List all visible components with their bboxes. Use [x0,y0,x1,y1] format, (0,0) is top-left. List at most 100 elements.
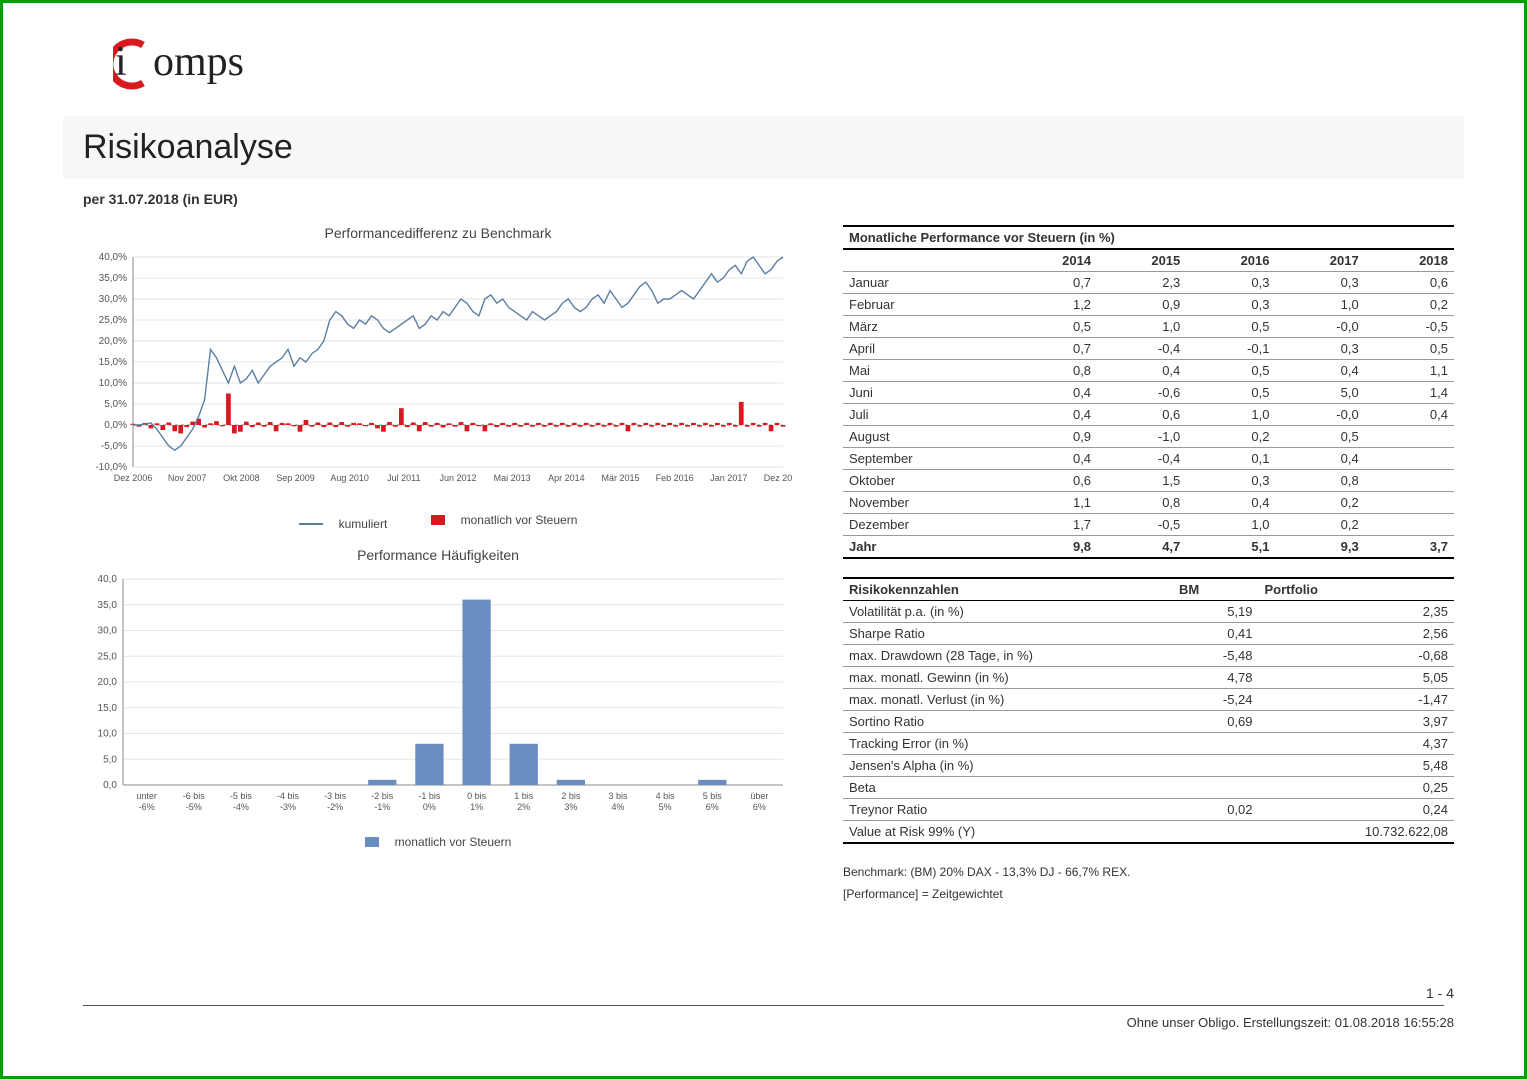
svg-text:omps: omps [153,39,244,85]
svg-text:5,0: 5,0 [103,754,117,765]
table-row: Dezember1,7-0,51,00,2 [843,514,1454,536]
table-row: Sortino Ratio0,693,97 [843,711,1454,733]
svg-text:-2 bis: -2 bis [371,791,394,801]
svg-text:Jan 2017: Jan 2017 [710,473,747,483]
svg-text:Jul 2011: Jul 2011 [387,473,420,483]
svg-text:1 bis: 1 bis [514,791,534,801]
svg-text:-3%: -3% [280,802,296,812]
svg-text:6%: 6% [706,802,719,812]
table-row: max. Drawdown (28 Tage, in %)-5,48-0,68 [843,645,1454,667]
svg-text:Feb 2016: Feb 2016 [656,473,694,483]
histogram-chart: Performance Häufigkeiten 0,05,010,015,02… [73,547,803,850]
svg-text:über: über [750,791,768,801]
tables-column: Monatliche Performance vor Steuern (in %… [833,225,1454,905]
svg-text:-5%: -5% [186,802,202,812]
page-frame: i omps Risikoanalyse per 31.07.2018 (in … [0,0,1527,1079]
title-band: Risikoanalyse [63,116,1464,179]
table-row: Sharpe Ratio0,412,56 [843,623,1454,645]
svg-text:40,0: 40,0 [98,574,118,585]
footnotes: Benchmark: (BM) 20% DAX - 13,3% DJ - 66,… [843,862,1454,905]
table-row: Beta0,25 [843,777,1454,799]
svg-text:unter: unter [136,791,157,801]
svg-text:2%: 2% [517,802,530,812]
table-row: April0,7-0,4-0,10,30,5 [843,338,1454,360]
svg-text:-1 bis: -1 bis [418,791,441,801]
svg-text:Jun 2012: Jun 2012 [439,473,476,483]
benchmark-note: Benchmark: (BM) 20% DAX - 13,3% DJ - 66,… [843,862,1454,884]
table-row: Juli0,40,61,0-0,00,4 [843,404,1454,426]
svg-text:2 bis: 2 bis [561,791,581,801]
table-row: Volatilität p.a. (in %)5,192,35 [843,601,1454,623]
page-title: Risikoanalyse [83,128,1444,167]
table-row: August0,9-1,00,20,5 [843,426,1454,448]
svg-text:20,0%: 20,0% [99,336,127,347]
monthly-performance-table: Monatliche Performance vor Steuern (in %… [843,225,1454,559]
svg-text:10,0: 10,0 [98,729,118,740]
subtitle: per 31.07.2018 (in EUR) [63,185,1464,225]
footer-rule [83,1005,1444,1006]
table-row: Januar0,72,30,30,30,6 [843,272,1454,294]
table-row: November1,10,80,40,2 [843,492,1454,514]
svg-text:5%: 5% [659,802,672,812]
svg-text:0 bis: 0 bis [467,791,487,801]
svg-text:Dez 2006: Dez 2006 [114,473,153,483]
table-row: Treynor Ratio0,020,24 [843,799,1454,821]
svg-text:-4%: -4% [233,802,249,812]
page-number: 1 - 4 [1426,985,1454,1001]
risk-metrics-table: Risikokennzahlen BM Portfolio Volatilitä… [843,577,1454,844]
svg-text:1%: 1% [470,802,483,812]
charts-column: Performancedifferenz zu Benchmark -10,0%… [73,225,813,905]
chart1-legend: kumuliert monatlich vor Steuern [73,513,803,531]
table-row: Jensen's Alpha (in %)5,48 [843,755,1454,777]
svg-text:Nov 2007: Nov 2007 [168,473,207,483]
svg-text:25,0: 25,0 [98,651,118,662]
svg-text:15,0%: 15,0% [99,357,127,368]
svg-text:-10,0%: -10,0% [95,462,127,473]
logo: i omps [113,33,1464,91]
svg-text:-6 bis: -6 bis [183,791,206,801]
svg-text:-2%: -2% [327,802,343,812]
svg-text:40,0%: 40,0% [99,252,127,263]
svg-text:35,0%: 35,0% [99,273,127,284]
svg-text:10,0%: 10,0% [99,378,127,389]
performance-note: [Performance] = Zeitgewichtet [843,884,1454,906]
svg-text:Apr 2014: Apr 2014 [548,473,585,483]
svg-text:4%: 4% [611,802,624,812]
table-row: max. monatl. Gewinn (in %)4,785,05 [843,667,1454,689]
table-row: Februar1,20,90,31,00,2 [843,294,1454,316]
chart2-legend: monatlich vor Steuern [73,835,803,850]
table-row: März0,51,00,5-0,0-0,5 [843,316,1454,338]
svg-text:0,0: 0,0 [103,780,117,791]
table-row: Value at Risk 99% (Y)10.732.622,08 [843,821,1454,844]
svg-text:Mär 2015: Mär 2015 [601,473,639,483]
table-row: max. monatl. Verlust (in %)-5,24-1,47 [843,689,1454,711]
svg-text:i: i [115,39,127,85]
footer-text: Ohne unser Obligo. Erstellungszeit: 01.0… [1127,1015,1454,1030]
table-row: Tracking Error (in %)4,37 [843,733,1454,755]
svg-text:0%: 0% [423,802,436,812]
svg-text:6%: 6% [753,802,766,812]
svg-text:Mai 2013: Mai 2013 [494,473,531,483]
svg-text:Sep 2009: Sep 2009 [276,473,315,483]
table-row: Oktober0,61,50,30,8 [843,470,1454,492]
svg-text:30,0%: 30,0% [99,294,127,305]
svg-text:-1%: -1% [374,802,390,812]
svg-text:3 bis: 3 bis [608,791,628,801]
svg-text:-3 bis: -3 bis [324,791,347,801]
svg-text:5 bis: 5 bis [703,791,723,801]
svg-text:-5,0%: -5,0% [101,441,127,452]
svg-text:Okt 2008: Okt 2008 [223,473,260,483]
svg-text:30,0: 30,0 [98,626,118,637]
svg-text:4 bis: 4 bis [656,791,676,801]
table-row: Mai0,80,40,50,41,1 [843,360,1454,382]
svg-text:20,0: 20,0 [98,677,118,688]
svg-text:35,0: 35,0 [98,600,118,611]
table-row: Juni0,4-0,60,55,01,4 [843,382,1454,404]
table-row: September0,4-0,40,10,4 [843,448,1454,470]
svg-text:-4 bis: -4 bis [277,791,300,801]
svg-text:3%: 3% [564,802,577,812]
svg-text:5,0%: 5,0% [104,399,127,410]
svg-text:0,0%: 0,0% [104,420,127,431]
svg-text:15,0: 15,0 [98,703,118,714]
benchmark-diff-chart: Performancedifferenz zu Benchmark -10,0%… [73,225,803,531]
